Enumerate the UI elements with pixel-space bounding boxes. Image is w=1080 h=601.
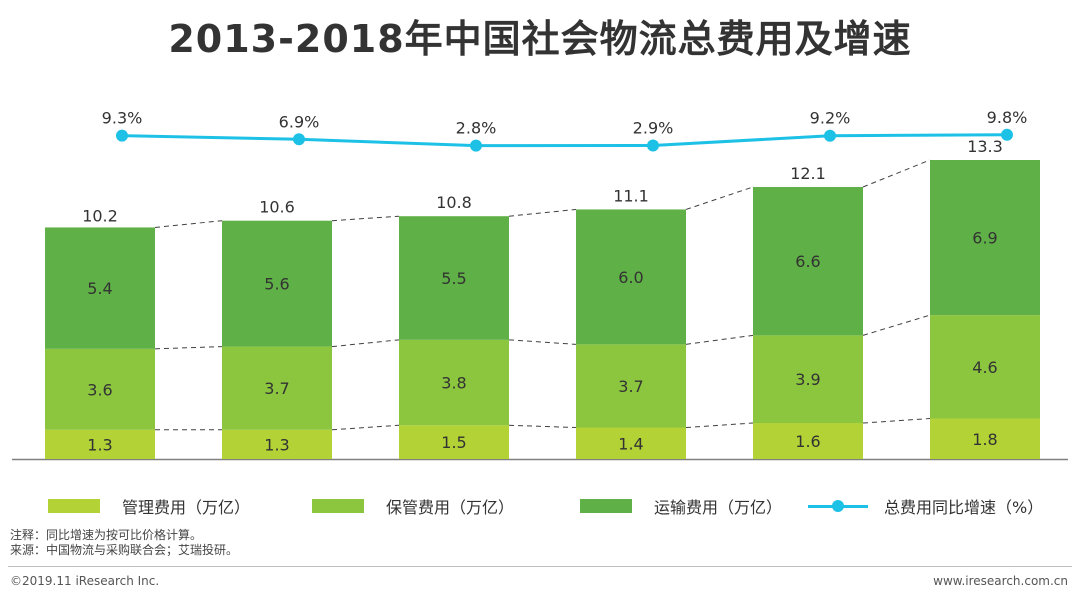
bar-segment-2017-s1	[753, 335, 863, 424]
connector-line	[685, 334, 754, 345]
bar-segment-2013-s0	[45, 429, 155, 459]
bar-value-label: 3.8	[441, 374, 466, 393]
bar-segment-2015-s1	[399, 339, 509, 426]
bar-value-label: 3.9	[795, 370, 820, 389]
bar-value-label: 3.7	[264, 379, 289, 398]
bar-segment-2015-s0	[399, 425, 509, 459]
total-label: 11.1	[613, 186, 649, 205]
note-line: 注释：同比增速为按可比价格计算。	[10, 528, 203, 542]
source-line: 来源：中国物流与采购联合会；艾瑞投研。	[10, 543, 239, 557]
bar-segment-2016-s2	[576, 209, 686, 345]
bar-segment-2015-s2	[399, 216, 509, 340]
chart-title: 2013-2018年中国社会物流总费用及增速	[168, 17, 912, 61]
total-label: 12.1	[790, 164, 826, 183]
connector-line	[508, 424, 577, 429]
bar-segment-2014-s1	[222, 346, 332, 430]
footer-website[interactable]: www.iresearch.com.cn	[933, 574, 1068, 588]
bar-value-label: 1.6	[795, 432, 820, 451]
connector-line	[685, 186, 754, 210]
footer-copyright: ©2019.11 iResearch Inc.	[10, 574, 160, 588]
bar-value-label: 5.5	[441, 269, 466, 288]
connector-line	[508, 339, 577, 345]
connector-line	[331, 339, 400, 348]
bar-value-label: 6.0	[618, 268, 643, 287]
legend-swatch-storage	[312, 499, 364, 513]
bar-segment-2014-s0	[222, 429, 332, 459]
total-label: 10.8	[436, 193, 472, 212]
bar-value-label: 3.6	[87, 380, 112, 399]
bar-value-label: 3.7	[618, 377, 643, 396]
legend-swatch-management	[48, 499, 100, 513]
stacked-bar-chart: 1.3 3.6 5.4 10.2 1.3 3.7 5.6 10.6 1.5 3.8 5.5 10.8 1…	[12, 108, 1068, 461]
bar-value-label: 4.6	[972, 358, 997, 377]
bar-segment-2013-s1	[45, 348, 155, 430]
legend-item-storage: 保管费用（万亿）	[312, 493, 514, 519]
bar-segment-2016-s1	[576, 344, 686, 428]
bar-value-label: 1.4	[618, 434, 643, 453]
legend-label-growth: 总费用同比增速（%）	[884, 498, 1044, 517]
growth-point	[293, 133, 305, 146]
total-label: 10.2	[82, 207, 118, 226]
bar-segment-2017-s0	[753, 423, 863, 459]
footer-divider	[8, 566, 1072, 567]
bar-value-label: 6.9	[972, 229, 997, 248]
connector-line	[331, 215, 400, 222]
bar-segment-2018-s2	[930, 160, 1040, 316]
bar-segment-2013-s2	[45, 227, 155, 349]
connector-line	[154, 220, 223, 228]
growth-label: 9.2%	[810, 109, 851, 128]
connector-line	[862, 314, 931, 336]
connector-line	[862, 159, 931, 188]
bar-segment-2018-s0	[930, 418, 1040, 459]
legend-label-transport: 运输费用（万亿）	[654, 498, 783, 517]
growth-label: 9.8%	[987, 108, 1028, 127]
growth-label: 2.8%	[456, 119, 497, 138]
growth-point	[1001, 128, 1013, 141]
bar-value-label: 1.5	[441, 433, 466, 452]
growth-label: 6.9%	[279, 112, 320, 131]
growth-label: 2.9%	[633, 119, 674, 138]
legend-item-growth: 总费用同比增速（%）	[808, 493, 1043, 519]
connector-line	[154, 346, 223, 350]
growth-point	[647, 139, 659, 152]
growth-point	[116, 129, 128, 142]
connector-line	[508, 208, 577, 217]
bar-value-label: 1.8	[972, 430, 997, 449]
legend-item-transport: 运输费用（万亿）	[580, 493, 782, 519]
growth-line	[121, 133, 1008, 148]
legend: 管理费用（万亿） 保管费用（万亿） 运输费用（万亿） 总费用同比增速（%）	[0, 493, 1080, 519]
total-label: 13.3	[967, 137, 1003, 156]
growth-point	[824, 129, 836, 142]
legend-label-storage: 保管费用（万亿）	[386, 498, 515, 517]
notes: 注释：同比增速为按可比价格计算。 来源：中国物流与采购联合会；艾瑞投研。	[10, 528, 238, 558]
growth-label: 9.3%	[102, 109, 143, 128]
connector-line	[331, 424, 400, 431]
bar-segment-2017-s2	[753, 186, 863, 336]
bar-segment-2018-s1	[930, 315, 1040, 419]
legend-swatch-transport	[580, 499, 632, 513]
bar-value-label: 5.6	[264, 275, 289, 294]
total-label: 10.6	[259, 198, 295, 217]
legend-label-management: 管理费用（万亿）	[122, 498, 251, 517]
bar-segment-2016-s0	[576, 427, 686, 459]
bar-value-label: 6.6	[795, 252, 820, 271]
legend-line-growth	[808, 499, 868, 513]
bar-value-label: 5.4	[87, 279, 112, 298]
bar-value-label: 1.3	[87, 435, 112, 454]
bar-value-label: 1.3	[264, 435, 289, 454]
connector-line	[685, 422, 754, 429]
legend-item-management: 管理费用（万亿）	[48, 493, 250, 519]
bar-segment-2014-s2	[222, 220, 332, 347]
growth-point	[470, 139, 482, 152]
connector-line	[862, 418, 931, 424]
